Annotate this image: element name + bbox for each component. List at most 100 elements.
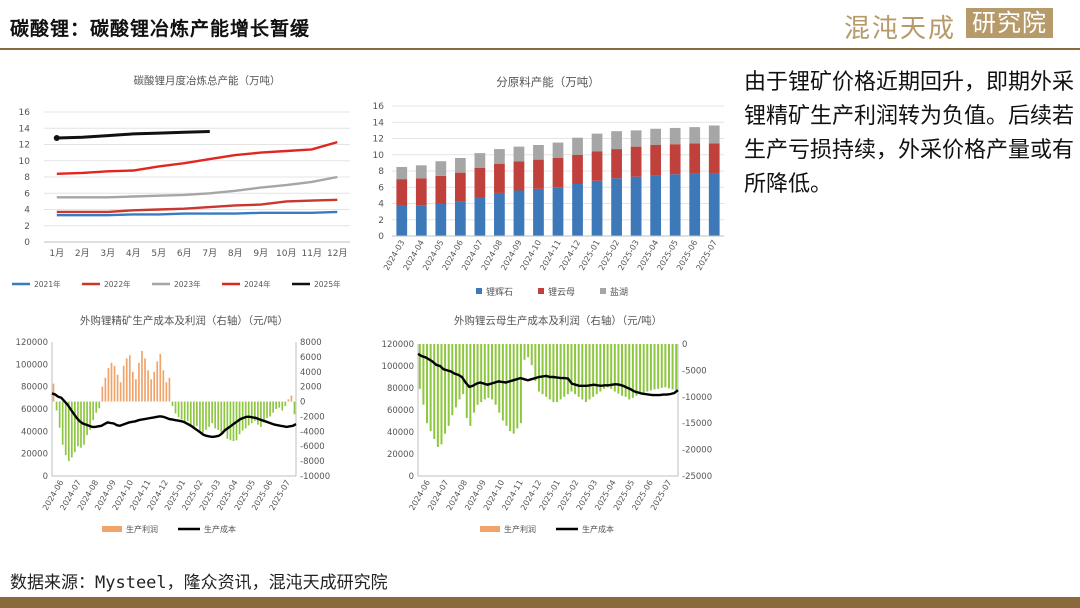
profit-bar <box>628 344 631 400</box>
bar-segment-锂辉石 <box>689 173 701 236</box>
profit-bar <box>138 362 140 402</box>
profit-bar <box>588 344 591 400</box>
profit-bar <box>101 386 104 402</box>
profit-bar <box>559 344 562 400</box>
profit-bar <box>284 401 287 407</box>
y-left-tick-label: 100000 <box>382 362 414 372</box>
y-right-tick-label: -15000 <box>682 419 712 429</box>
profit-bar <box>116 374 119 402</box>
bar-segment-盐湖 <box>474 153 486 168</box>
series-line-2021年 <box>56 210 338 217</box>
profit-bar <box>247 401 250 426</box>
bar-segment-盐湖 <box>552 142 564 158</box>
y-tick-label: 2 <box>378 216 384 226</box>
profit-bar <box>199 401 201 431</box>
profit-bar <box>584 344 587 403</box>
profit-bar <box>260 401 262 427</box>
bar-segment-锂辉石 <box>708 173 720 236</box>
profit-bar <box>519 344 522 424</box>
x-tick-label: 8月 <box>228 248 243 259</box>
profit-bar <box>541 344 544 395</box>
profit-bar <box>250 401 253 424</box>
profit-bar <box>491 344 494 400</box>
profit-bar <box>606 344 609 388</box>
profit-bar <box>92 401 95 421</box>
profit-bar <box>244 401 247 429</box>
footer-bar <box>0 597 1080 608</box>
profit-bar <box>141 350 143 402</box>
bar-segment-锂云母 <box>454 172 466 202</box>
bar-segment-盐湖 <box>533 145 544 160</box>
profit-bar <box>223 401 226 432</box>
profit-bar <box>440 344 443 445</box>
y-tick-label: 10 <box>373 151 385 161</box>
profit-bar <box>128 355 131 402</box>
bar-segment-盐湖 <box>689 127 701 144</box>
profit-bar <box>168 377 171 402</box>
y-right-tick-label: -5000 <box>682 366 707 376</box>
x-tick-label: 9月 <box>253 248 268 259</box>
profit-bar <box>86 401 88 436</box>
profit-bar <box>599 344 602 392</box>
profit-bar <box>581 344 584 400</box>
profit-bar <box>211 401 213 424</box>
profit-bar <box>595 344 598 395</box>
profit-bar <box>104 377 107 402</box>
bar-segment-锂云母 <box>650 145 662 176</box>
series-line-2023年 <box>56 175 338 199</box>
profit-bar <box>469 344 472 426</box>
bar-segment-锂云母 <box>552 158 564 188</box>
profit-bar <box>77 401 79 447</box>
profit-bar <box>290 395 293 402</box>
profit-bar <box>257 401 259 425</box>
bar-segment-锂云母 <box>494 163 505 193</box>
legend-swatch-锂辉石 <box>476 288 482 294</box>
y-left-tick-label: 60000 <box>21 405 48 415</box>
legend-label: 2023年 <box>174 279 201 289</box>
chart-monthly-capacity: 碳酸锂月度冶炼总产能（万吨） 0 2 4 6 8 10 12 14 16 1月 2月 3月 4月 5月 6月 7… <box>12 74 350 289</box>
series-line-2022年 <box>56 198 338 214</box>
bar-segment-锂云母 <box>630 146 642 177</box>
legend-label: 2021年 <box>34 279 61 289</box>
profit-bar <box>177 401 180 418</box>
y-left-tick-label: 60000 <box>387 406 414 416</box>
profit-bar <box>472 344 475 413</box>
y-tick-label: 6 <box>24 189 30 199</box>
profit-bar <box>189 401 192 425</box>
y-left-tick-label: 40000 <box>21 427 48 437</box>
profit-bar <box>527 344 530 358</box>
bar-segment-锂云母 <box>435 175 447 204</box>
profit-bar <box>426 344 429 424</box>
bar-segment-锂云母 <box>591 151 603 181</box>
y-tick-label: 0 <box>378 232 384 242</box>
profit-bar <box>592 344 595 397</box>
profit-bar <box>196 401 198 427</box>
y-left-tick-label: 80000 <box>387 384 414 394</box>
header: 碳酸锂：碳酸锂冶炼产能增长暂缓 混沌天成 研究院 <box>0 0 1080 54</box>
profit-bar <box>183 401 186 423</box>
bar-segment-盐湖 <box>435 161 447 176</box>
bar-segment-锂辉石 <box>572 184 583 236</box>
profit-bar <box>667 344 670 389</box>
title-divider <box>0 48 1080 50</box>
y-right-tick-label: -4000 <box>300 427 325 437</box>
profit-bar <box>202 401 204 433</box>
bar-segment-锂辉石 <box>454 201 466 236</box>
y-left-tick-label: 120000 <box>16 338 48 348</box>
legend-label: 2024年 <box>244 279 271 289</box>
profit-bar <box>671 344 674 390</box>
y-tick-label: 4 <box>24 206 30 216</box>
bar-segment-锂辉石 <box>552 187 564 236</box>
bar-segment-锂云母 <box>669 144 681 175</box>
y-tick-label: 10 <box>19 157 31 167</box>
brand-logo: 混沌天成 研究院 <box>838 6 1064 44</box>
profit-bar <box>498 344 501 413</box>
profit-bar <box>483 344 486 400</box>
profit-bar <box>186 401 189 421</box>
profit-bar <box>610 344 613 389</box>
y-tick-label: 16 <box>373 102 385 112</box>
chart-title: 外购锂精矿生产成本及利润（右轴）（元/吨） <box>80 314 288 327</box>
bar-segment-锂云母 <box>396 179 408 206</box>
bar-segment-锂辉石 <box>396 205 408 236</box>
profit-bar <box>635 344 638 396</box>
